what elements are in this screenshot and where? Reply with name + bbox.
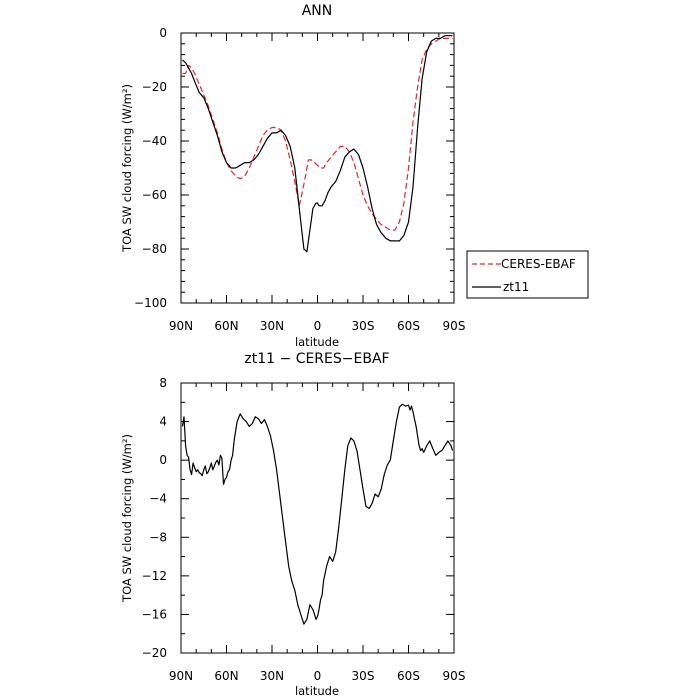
panel-difference-title: zt11 − CERES−EBAF (244, 351, 389, 367)
panel-ann-title: ANN (302, 3, 333, 19)
series-line-zt11 (182, 35, 453, 253)
panel-ann-frame (180, 32, 455, 304)
legend: CERES-EBAF zt11 (466, 250, 589, 299)
y-tick-label: 8 (159, 376, 167, 390)
legend-label-zt11: zt11 (503, 280, 529, 294)
panel-ann-xlabel: latitude (295, 335, 339, 349)
panel-difference-xlabel: latitude (295, 684, 339, 698)
panel-difference: zt11 − CERES−EBAF 90N 60N 30N 0 30S 60S 90S 8 4 0… (120, 351, 465, 698)
y-tick-label: −20 (142, 646, 167, 660)
panel-ann: ANN 90N 60N 30N 0 30S 60S 90S 0 −20 −40 −60 −80 −100… (120, 3, 589, 349)
x-tick-label: 60N (214, 319, 238, 333)
panel-difference-ylabel: TOA SW cloud forcing (W/m²) (120, 434, 134, 603)
y-tick-label: −16 (142, 607, 167, 621)
series-line-difference (181, 403, 454, 625)
x-tick-label: 90S (443, 319, 466, 333)
y-tick-label: −8 (149, 530, 167, 544)
x-tick-label: 30N (260, 319, 284, 333)
x-tick-label: 30N (260, 669, 284, 683)
panel-ann-ticks: 90N 60N 30N 0 30S 60S 90S 0 −20 −40 −60 −80 −100 (134, 26, 465, 333)
series-line-ceres-ebaf (182, 37, 453, 231)
y-tick-label: −4 (149, 492, 167, 506)
x-tick-label: 60S (397, 319, 420, 333)
y-tick-label: −20 (142, 80, 167, 94)
y-tick-label: −12 (142, 569, 167, 583)
y-tick-label: −40 (142, 134, 167, 148)
y-tick-label: −80 (142, 242, 167, 256)
panel-difference-frame (180, 382, 455, 654)
x-tick-label: 90N (169, 319, 193, 333)
x-tick-label: 0 (314, 669, 322, 683)
x-tick-label: 30S (352, 319, 375, 333)
x-tick-label: 90N (169, 669, 193, 683)
x-tick-label: 30S (352, 669, 375, 683)
legend-box (466, 250, 589, 299)
panel-ann-ylabel: TOA SW cloud forcing (W/m²) (120, 84, 134, 253)
y-tick-label: 0 (159, 453, 167, 467)
panel-difference-ticks: 90N 60N 30N 0 30S 60S 90S 8 4 0 −4 −8 −12 −16 −20 (142, 376, 466, 683)
x-tick-label: 90S (443, 669, 466, 683)
x-tick-label: 60N (214, 669, 238, 683)
x-tick-label: 0 (314, 319, 322, 333)
y-tick-label: 4 (159, 415, 167, 429)
panel-ann-series (182, 35, 453, 253)
panel-difference-series (181, 403, 454, 625)
x-tick-label: 60S (397, 669, 420, 683)
legend-label-ceres-ebaf: CERES-EBAF (501, 257, 576, 271)
y-tick-label: 0 (159, 26, 167, 40)
y-tick-label: −100 (134, 296, 167, 310)
y-tick-label: −60 (142, 188, 167, 202)
